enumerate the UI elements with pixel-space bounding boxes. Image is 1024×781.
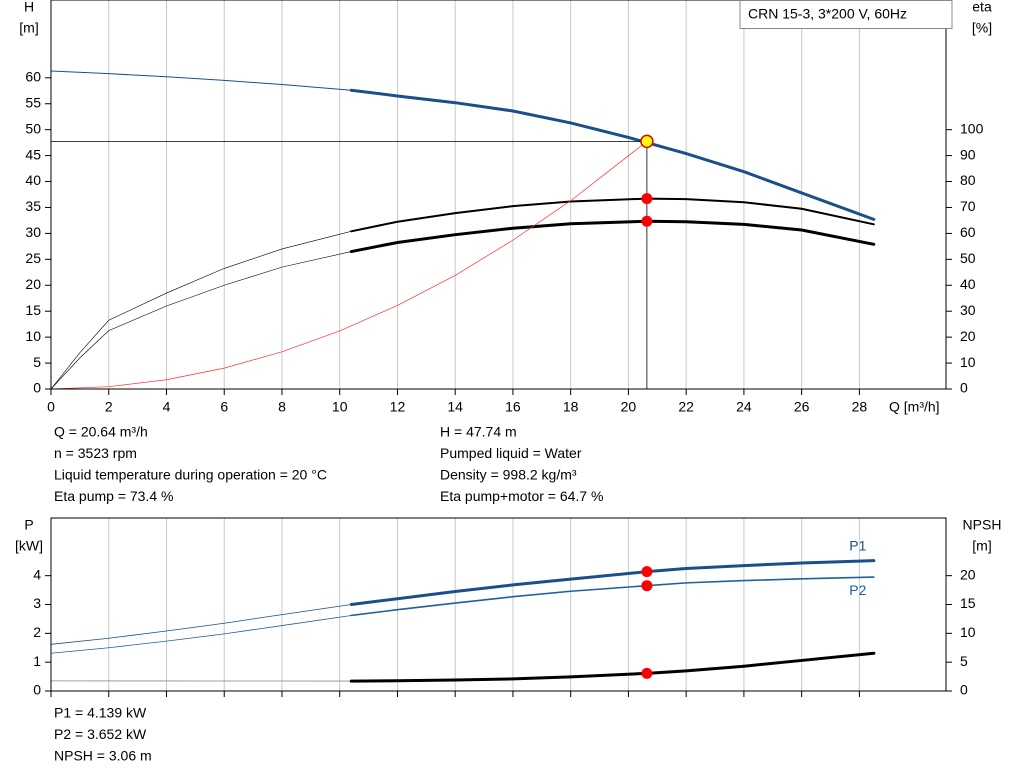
title-box	[739, 0, 953, 29]
y2-axis-label: NPSH	[963, 517, 1002, 533]
y-axis-label: P	[24, 517, 33, 533]
y-tick-label: 3	[33, 595, 41, 611]
y-tick-label: 40	[25, 172, 41, 188]
info-text: NPSH = 3.06 m	[54, 748, 152, 764]
info-text: Pumped liquid = Water	[440, 445, 582, 461]
x-tick-label: 16	[505, 399, 521, 415]
y-tick-label: 35	[25, 198, 41, 214]
y2-tick-label: 10	[960, 354, 976, 370]
y-tick-label: 5	[33, 354, 41, 370]
y-tick-label: 60	[25, 69, 41, 85]
series-label: P2	[849, 582, 866, 598]
operating-point	[641, 566, 653, 578]
y-tick-label: 20	[25, 276, 41, 292]
x-tick-label: 10	[332, 399, 348, 415]
operating-point	[640, 134, 654, 149]
y-tick-label: 1	[33, 653, 41, 669]
y-tick-label: 25	[25, 250, 41, 266]
x-tick-label: 20	[621, 399, 637, 415]
y-tick-label: 15	[25, 302, 41, 318]
x-axis-label: Q [m³/h]	[889, 399, 940, 415]
curve	[50, 70, 352, 91]
y-tick-label: 0	[33, 380, 41, 396]
series-label: P1	[849, 537, 866, 553]
x-tick-label: 6	[220, 399, 228, 415]
info-text: Density = 998.2 kg/m³	[440, 467, 577, 483]
curve	[50, 615, 352, 654]
y2-tick-label: 80	[960, 172, 976, 188]
operating-point	[641, 667, 653, 679]
y-tick-label: 30	[25, 224, 41, 240]
y2-tick-label: 50	[960, 250, 976, 266]
y2-tick-label: 40	[960, 276, 976, 292]
x-tick-label: 18	[563, 399, 579, 415]
x-tick-label: 2	[105, 399, 113, 415]
info-text: Q = 20.64 m³/h	[54, 424, 148, 440]
info-text: P2 = 3.652 kW	[54, 726, 147, 742]
curve	[349, 559, 876, 606]
curve	[349, 88, 876, 221]
info-text: Eta pump+motor = 64.7 %	[440, 488, 603, 504]
x-tick-label: 4	[163, 399, 171, 415]
y-axis-label: [m]	[19, 20, 38, 36]
operating-point	[641, 215, 653, 227]
info-text: P1 = 4.139 kW	[54, 705, 147, 721]
y-tick-label: 10	[25, 328, 41, 344]
curve	[350, 576, 875, 617]
x-tick-label: 12	[390, 399, 406, 415]
x-tick-label: 14	[447, 399, 463, 415]
y2-tick-label: 5	[960, 653, 968, 669]
x-tick-label: 0	[47, 399, 55, 415]
x-tick-label: 22	[678, 399, 694, 415]
operating-point	[641, 193, 653, 205]
curve	[349, 219, 876, 254]
y2-tick-label: 0	[960, 380, 968, 396]
y2-tick-label: 20	[960, 328, 976, 344]
x-tick-label: 24	[736, 399, 752, 415]
curve	[50, 231, 352, 390]
info-text: n = 3523 rpm	[54, 445, 137, 461]
y2-tick-label: 70	[960, 198, 976, 214]
curve	[350, 197, 875, 233]
y2-tick-label: 30	[960, 302, 976, 318]
y-tick-label: 4	[33, 566, 41, 582]
curve	[50, 604, 352, 645]
y-tick-label: 55	[25, 94, 41, 110]
chart-title: CRN 15-3, 3*200 V, 60Hz	[748, 6, 907, 22]
x-tick-label: 28	[852, 399, 868, 415]
plot-frame	[50, 517, 947, 692]
x-tick-label: 8	[278, 399, 286, 415]
y2-tick-label: 10	[960, 624, 976, 640]
curve	[349, 651, 876, 683]
operating-point	[641, 580, 653, 592]
y-tick-label: 0	[33, 682, 41, 698]
y2-axis-label: [%]	[972, 20, 992, 36]
curve	[50, 251, 352, 390]
info-text: Liquid temperature during operation = 20…	[54, 467, 327, 483]
info-text: H = 47.74 m	[440, 424, 517, 440]
info-text: Eta pump = 73.4 %	[54, 488, 173, 504]
y-tick-label: 45	[25, 146, 41, 162]
y2-tick-label: 100	[960, 120, 984, 136]
curve	[50, 141, 648, 390]
y2-tick-label: 20	[960, 566, 976, 582]
y-tick-label: 2	[33, 624, 41, 640]
y2-tick-label: 60	[960, 224, 976, 240]
x-tick-label: 26	[794, 399, 810, 415]
y2-tick-label: 0	[960, 682, 968, 698]
y-tick-label: 50	[25, 120, 41, 136]
y-axis-label: [kW]	[15, 538, 43, 554]
plot-frame	[50, 0, 947, 390]
y2-tick-label: 15	[960, 595, 976, 611]
y2-axis-label: [m]	[972, 538, 991, 554]
y2-tick-label: 90	[960, 146, 976, 162]
y2-axis-label: eta	[972, 0, 992, 15]
y-axis-label: H	[24, 0, 34, 15]
